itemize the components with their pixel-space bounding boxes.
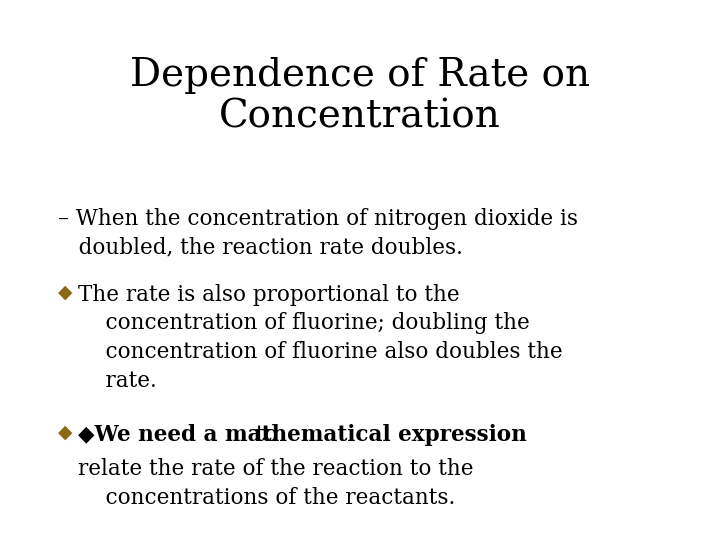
Text: to: to <box>250 424 278 446</box>
Text: Dependence of Rate on
Concentration: Dependence of Rate on Concentration <box>130 57 590 135</box>
Text: – When the concentration of nitrogen dioxide is
   doubled, the reaction rate do: – When the concentration of nitrogen dio… <box>58 208 577 259</box>
Text: ◆: ◆ <box>58 424 72 442</box>
Text: relate the rate of the reaction to the
    concentrations of the reactants.: relate the rate of the reaction to the c… <box>78 458 473 509</box>
Text: ◆: ◆ <box>58 284 72 301</box>
Text: The rate is also proportional to the
    concentration of fluorine; doubling the: The rate is also proportional to the con… <box>78 284 562 392</box>
Text: ◆We need a mathematical expression: ◆We need a mathematical expression <box>78 424 526 446</box>
